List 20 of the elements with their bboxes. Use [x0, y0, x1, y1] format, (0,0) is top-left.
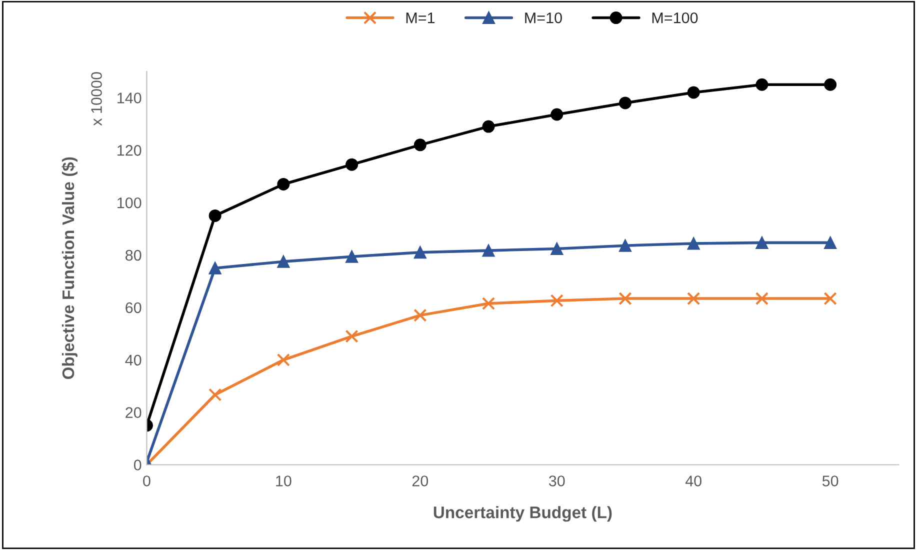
x-tick-label: 10	[276, 476, 292, 486]
y-tick-label: 120	[118, 145, 142, 156]
x-tick-label: 0	[143, 476, 150, 486]
y-axis-title: Objective Function Value ($)	[62, 157, 78, 380]
x-tick-label: 40	[685, 476, 702, 486]
y-tick-label: 80	[126, 250, 142, 261]
y-tick-label: 20	[126, 407, 142, 418]
y-tick-label: 60	[126, 302, 142, 314]
x-axis-title: Uncertainty Budget (L)	[434, 506, 612, 522]
y-tick-label: 140	[118, 92, 142, 104]
legend-label: M=100	[652, 12, 698, 24]
y-tick-label: 0	[134, 460, 142, 470]
legend-label: M=10	[525, 12, 562, 24]
text: x 10000	[91, 72, 102, 126]
legend-label: M=1	[406, 12, 435, 24]
x-tick-label: 30	[548, 476, 565, 486]
x-tick-label: 50	[822, 476, 838, 486]
y-tick-label: 100	[118, 197, 142, 208]
x-tick-label: 20	[412, 476, 428, 486]
y-tick-label: 40	[125, 354, 142, 366]
